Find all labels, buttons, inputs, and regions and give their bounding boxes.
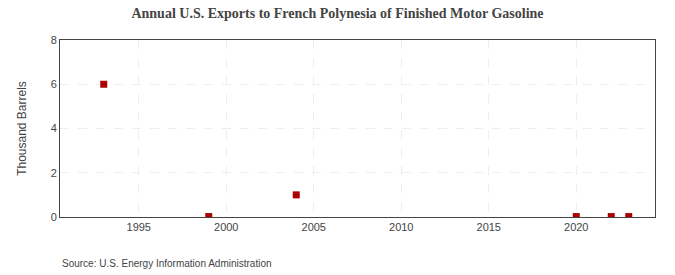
svg-text:6: 6 [51,78,57,90]
svg-text:0: 0 [51,211,57,223]
svg-text:2: 2 [51,167,57,179]
svg-text:Source: U.S. Energy Informatio: Source: U.S. Energy Information Administ… [62,258,272,269]
svg-text:Annual U.S. Exports to French: Annual U.S. Exports to French Polynesia … [131,6,543,21]
svg-text:2000: 2000 [214,221,238,233]
svg-text:2005: 2005 [302,221,326,233]
svg-text:1995: 1995 [127,221,151,233]
svg-text:2020: 2020 [564,221,588,233]
svg-text:Thousand Barrels: Thousand Barrels [15,81,29,176]
svg-text:2015: 2015 [477,221,501,233]
svg-text:8: 8 [51,34,57,46]
svg-text:2010: 2010 [389,221,413,233]
svg-text:4: 4 [51,122,57,134]
